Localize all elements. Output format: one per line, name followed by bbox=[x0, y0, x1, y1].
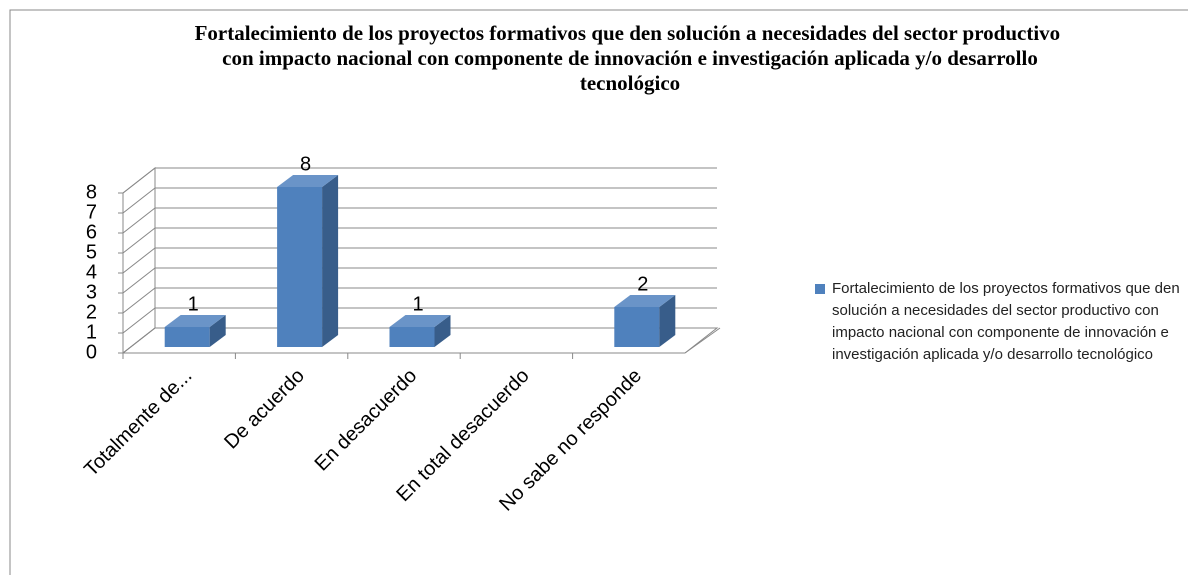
grid-line bbox=[122, 207, 717, 234]
grid-line bbox=[122, 287, 717, 314]
legend-swatch bbox=[815, 284, 825, 294]
y-tick-label: 3 bbox=[86, 281, 97, 303]
bar-top bbox=[277, 175, 339, 187]
bar bbox=[277, 175, 339, 347]
bar bbox=[389, 315, 451, 347]
grid-line bbox=[122, 247, 717, 274]
grid-line bbox=[122, 167, 717, 194]
x-tick-label: En desacuerdo bbox=[311, 365, 422, 476]
chart-title: Fortalecimiento de los proyectos formati… bbox=[195, 21, 1066, 95]
bar-front bbox=[389, 327, 435, 347]
grid-line bbox=[122, 267, 717, 294]
data-label: 1 bbox=[412, 293, 423, 315]
bar-front bbox=[277, 187, 323, 347]
grid-line bbox=[122, 327, 717, 354]
bar-top bbox=[614, 295, 676, 307]
y-tick-label: 5 bbox=[86, 241, 97, 263]
y-tick-label: 4 bbox=[86, 261, 97, 283]
y-tick-label: 1 bbox=[86, 321, 97, 343]
bar-top bbox=[389, 315, 451, 327]
bar-front bbox=[164, 327, 210, 347]
data-label: 1 bbox=[188, 293, 199, 315]
bar-side bbox=[322, 175, 339, 347]
bar-side bbox=[434, 315, 451, 347]
floor-right bbox=[684, 327, 721, 354]
y-tick-label: 2 bbox=[86, 301, 97, 323]
y-tick-label: 8 bbox=[86, 181, 97, 203]
bar-side bbox=[209, 315, 226, 347]
y-tick-label: 7 bbox=[86, 201, 97, 223]
x-tick-label: Totalmente de... bbox=[80, 365, 196, 481]
bar-top bbox=[164, 315, 226, 327]
bar bbox=[164, 315, 226, 347]
bar bbox=[614, 295, 676, 347]
chart-border bbox=[9, 9, 1188, 575]
x-tick-label: De acuerdo bbox=[220, 365, 309, 454]
y-tick-label: 0 bbox=[86, 341, 97, 363]
y-tick-label: 6 bbox=[86, 221, 97, 243]
grid-line bbox=[122, 307, 717, 334]
grid-line bbox=[122, 227, 717, 254]
grid-line bbox=[122, 187, 717, 214]
legend-label: Fortalecimiento de los proyectos formati… bbox=[832, 280, 1180, 363]
data-label: 2 bbox=[637, 273, 648, 295]
bar-side bbox=[659, 295, 676, 347]
bar-front bbox=[614, 307, 660, 347]
data-label: 8 bbox=[300, 153, 311, 175]
